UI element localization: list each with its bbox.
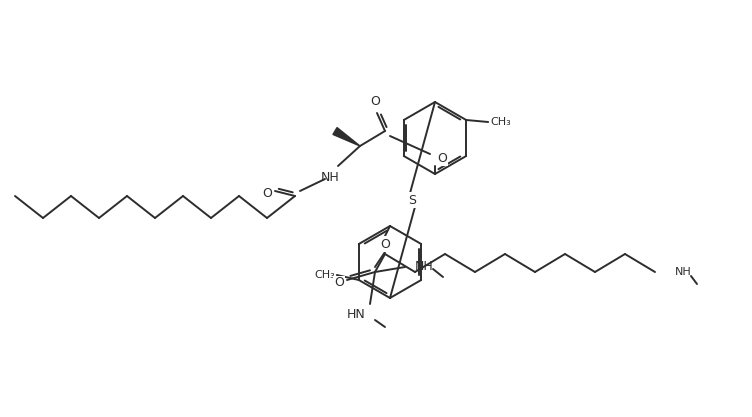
- Text: NH: NH: [415, 261, 434, 274]
- Text: O: O: [437, 153, 447, 166]
- Text: O: O: [380, 238, 390, 251]
- Text: CH₃: CH₃: [490, 117, 511, 127]
- Polygon shape: [333, 128, 360, 146]
- Text: NH: NH: [675, 267, 692, 277]
- Text: CH₃: CH₃: [314, 270, 335, 280]
- Text: O: O: [334, 276, 344, 289]
- Text: HN: HN: [346, 307, 365, 321]
- Text: O: O: [262, 186, 272, 199]
- Text: O: O: [370, 95, 380, 108]
- Text: NH: NH: [320, 171, 339, 184]
- Text: S: S: [408, 193, 417, 206]
